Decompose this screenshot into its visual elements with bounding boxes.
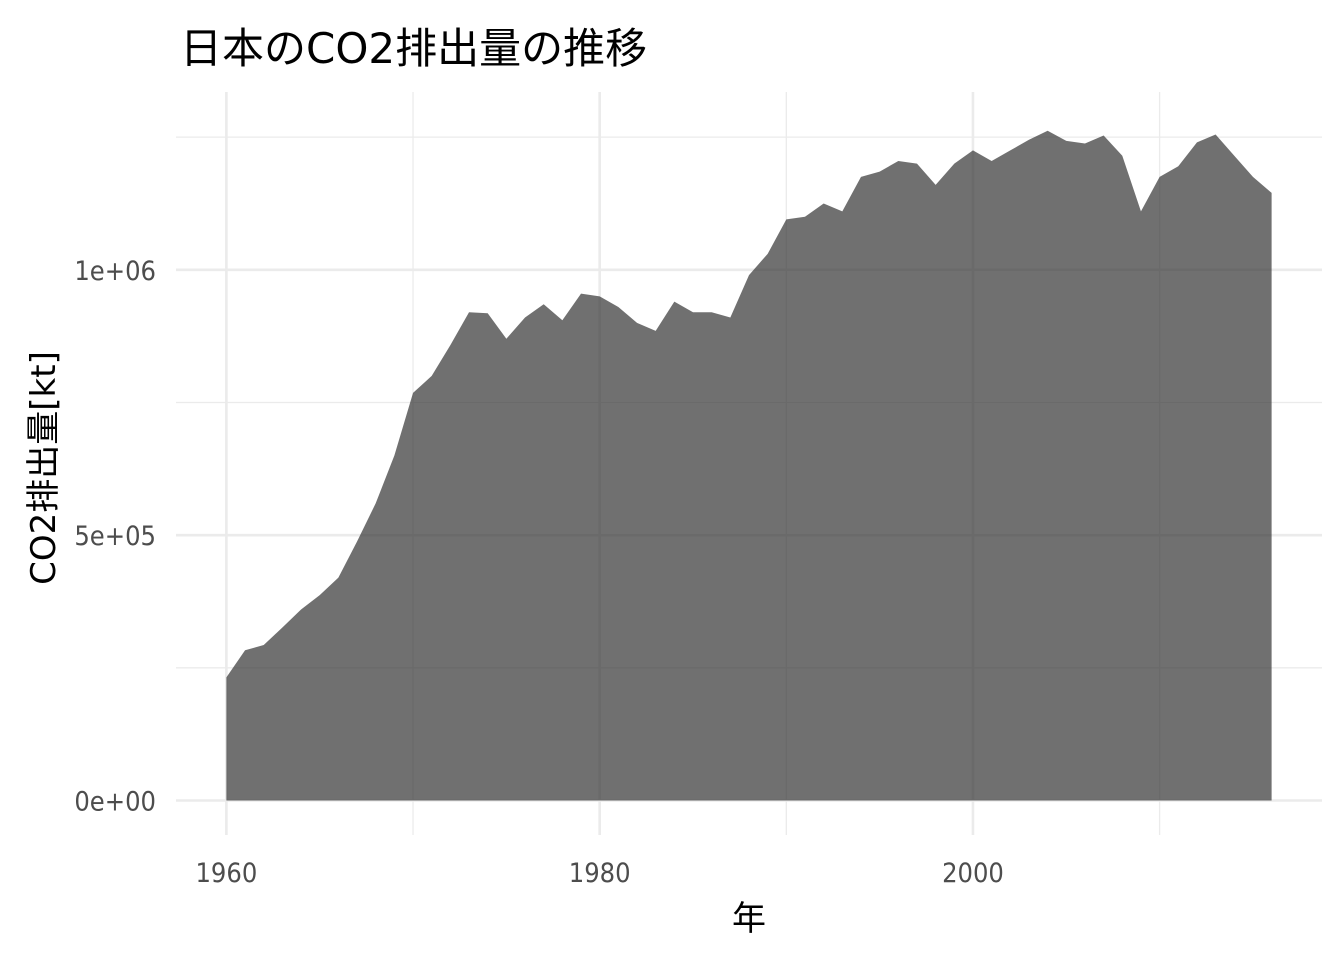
co2-emission-area: [226, 130, 1272, 801]
y-axis-title: CO2排出量[kt]: [24, 351, 64, 585]
x-tick-label: 2000: [942, 858, 1004, 889]
x-tick-label: 1980: [569, 858, 631, 889]
y-tick-label: 1e+06: [74, 256, 156, 287]
chart-title: 日本のCO2排出量の推移: [180, 24, 647, 73]
tick-labels: 1960 1980 2000 0e+00 5e+05 1e+06: [74, 256, 1004, 889]
y-tick-label: 5e+05: [74, 521, 156, 552]
x-axis-title: 年: [732, 899, 766, 939]
x-tick-label: 1960: [195, 858, 257, 889]
y-tick-label: 0e+00: [74, 787, 156, 818]
